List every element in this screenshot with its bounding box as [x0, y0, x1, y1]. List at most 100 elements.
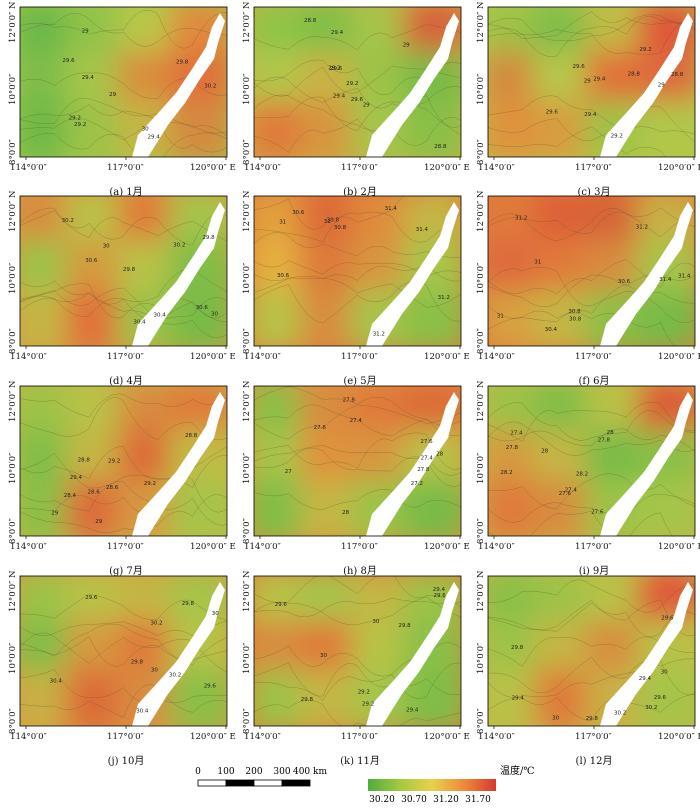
heatmap-map: 30 30.2 30.4 30.6 29.8 30 30.2 30.4 30.6 29.8	[19, 195, 228, 349]
map-panel: 28.6 28.8 29 29.2 29.4 28.4 28.6 28.8 29 29.2 114°…	[8, 380, 242, 579]
panel-caption: (c) 3月	[577, 187, 611, 198]
contour-line	[20, 117, 227, 153]
contour-label: 29	[584, 78, 591, 84]
contour-line	[254, 232, 461, 258]
heatmap-map: 29.6 29.8 30 30.2 29.4 29.6 29.8 30 30.2 29.4	[487, 575, 696, 729]
contour-label: 27.8	[343, 398, 356, 404]
longitude-label: 117°0′0″	[341, 732, 378, 742]
contour-label: 29.6	[654, 695, 667, 701]
latitude-label: 10°0′0″	[8, 452, 18, 484]
contour-label: 29.2	[611, 133, 623, 139]
contour-label: 28	[436, 451, 443, 457]
palawan-island	[366, 202, 459, 346]
contour-label: 31.4	[659, 277, 672, 283]
longitude-label: 117°0′0″	[575, 163, 612, 173]
map-panel: 27.8 28 28.2 27.6 27.4 27.8 28 28.2 27.6 27.4 114°…	[476, 380, 700, 579]
contour-line	[20, 207, 227, 246]
latitude-label: 12°0′0″ N	[8, 570, 18, 612]
latitude-label: 10°0′0″	[8, 642, 18, 674]
contour-label: 29	[95, 519, 102, 525]
contour-label: 27.6	[591, 510, 604, 516]
contour-line	[254, 596, 461, 625]
latitude-label: 10°0′0″	[476, 452, 486, 484]
contour-label: 30	[211, 312, 218, 318]
latitude-label: 8°0′0″	[242, 708, 252, 734]
heatmap-map: 28.6 28.8 29 29.2 29.4 28.4 28.6 28.8 29 29.2	[19, 385, 228, 539]
contour-label: 29.8	[202, 235, 215, 241]
scale-segment	[225, 779, 255, 787]
contour-label: 30.2	[204, 84, 216, 90]
longitude-label: 117°0′0″	[341, 542, 378, 552]
contour-label: 30	[103, 243, 110, 249]
contour-label: 30.6	[277, 273, 290, 279]
contour-label: 29	[658, 82, 665, 88]
contour-line	[20, 494, 227, 533]
palawan-island	[600, 582, 693, 726]
longitude-label: 120°0′0″ E	[190, 732, 236, 742]
contour-label: 28	[342, 510, 349, 516]
contour-label: 30	[151, 668, 158, 674]
contour-line	[488, 310, 675, 346]
contour-label: 29.2	[362, 702, 374, 708]
contour-label: 29.4	[512, 696, 525, 702]
contour-label: 30.4	[133, 319, 146, 325]
contour-label: 28	[541, 449, 548, 455]
contour-line	[20, 13, 227, 47]
contour-line	[488, 599, 695, 636]
contour-label: 30.4	[545, 327, 558, 333]
contour-label: 29.2	[144, 481, 156, 487]
contour-line	[488, 259, 695, 295]
longitude-label: 114°0′0″	[244, 352, 281, 362]
contour-label: 30.2	[169, 673, 181, 679]
contour-label: 28.6	[106, 485, 119, 491]
legend-title: 温度/℃	[500, 764, 535, 777]
latitude-label: 10°0′0″	[242, 452, 252, 484]
panel-caption: (h) 8月	[343, 566, 377, 577]
longitude-label: 114°0′0″	[478, 732, 515, 742]
contour-line	[488, 602, 695, 638]
longitude-label: 117°0′0″	[107, 352, 144, 362]
latitude-label: 8°0′0″	[8, 328, 18, 354]
contour-label: 30.8	[568, 309, 581, 315]
contour-label: 27.4	[350, 418, 363, 424]
longitude-label: 114°0′0″	[10, 732, 47, 742]
contour-label: 27.2	[411, 481, 423, 487]
contour-label: 30	[552, 715, 559, 721]
map-frame	[19, 6, 228, 158]
contour-line	[20, 97, 227, 137]
contour-label: 29	[82, 29, 89, 35]
heatmap-map: 29 29.2 29.4 29.6 28.8 29 29.2 29.4 29.6 28.8	[487, 6, 696, 160]
contour-label: 30	[372, 619, 379, 625]
panel-caption: (d) 4月	[109, 376, 143, 387]
contour-label: 28.4	[64, 493, 77, 499]
latitude-label: 12°0′0″ N	[476, 1, 486, 43]
contour-label: 31.4	[385, 206, 398, 212]
contour-label: 30	[320, 653, 327, 659]
contour-label: 29.4	[584, 112, 597, 118]
contour-label: 29.8	[131, 659, 144, 665]
scale-segment	[253, 779, 283, 787]
contour-line	[20, 669, 227, 704]
heatmap-map: 31 31.2 31.4 30.8 30.6 31 31.2 31.4 30.8 30.6	[253, 195, 462, 349]
contour-line	[488, 421, 695, 456]
contour-label: 31	[324, 219, 331, 225]
longitude-label: 117°0′0″	[107, 542, 144, 552]
contour-line	[254, 276, 461, 308]
panel-caption: (l) 12月	[575, 756, 613, 767]
contour-label: 29.2	[108, 459, 120, 465]
map-frame	[487, 385, 696, 537]
latitude-label: 10°0′0″	[8, 73, 18, 105]
contour-label: 29.2	[69, 115, 81, 121]
longitude-label: 114°0′0″	[244, 732, 281, 742]
contour-label: 29.6	[351, 97, 364, 103]
heatmap-map: 31 31.2 31.4 30.8 30.6 30.4 31 31.2 31.4 30.8	[487, 195, 696, 349]
scale-segment	[281, 779, 311, 787]
contour-label: 30.2	[645, 705, 657, 711]
contour-label: 27.4	[421, 456, 434, 462]
longitude-label: 120°0′0″ E	[190, 352, 236, 362]
latitude-label: 8°0′0″	[476, 518, 486, 544]
longitude-label: 120°0′0″ E	[424, 352, 470, 362]
longitude-label: 114°0′0″	[478, 542, 515, 552]
